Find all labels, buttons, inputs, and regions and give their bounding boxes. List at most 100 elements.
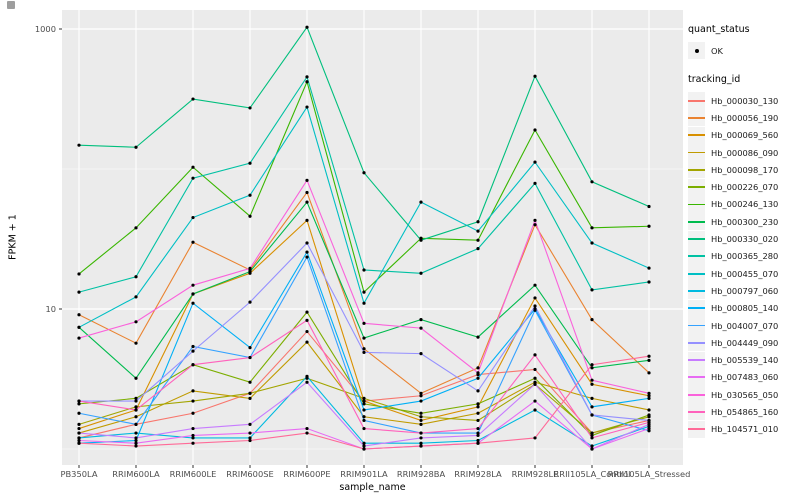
x-tick-label: PB350LA <box>60 469 97 479</box>
data-point <box>134 295 138 299</box>
data-point <box>134 145 138 149</box>
data-point <box>419 415 423 419</box>
data-point <box>419 200 423 204</box>
data-point <box>362 399 366 403</box>
legend-item: Hb_000098_170 <box>688 161 800 179</box>
data-point <box>305 25 309 29</box>
legend-item-label: Hb_104571_010 <box>711 424 779 435</box>
data-point <box>533 376 537 380</box>
data-point <box>647 204 651 209</box>
legend-item: Hb_004449_090 <box>688 334 800 352</box>
data-point <box>533 128 537 132</box>
data-point <box>248 193 252 197</box>
legend-item-label: Hb_054865_160 <box>711 406 779 417</box>
data-point <box>590 382 594 386</box>
y-tick-label: 10 <box>45 304 56 314</box>
data-point <box>533 304 537 308</box>
data-point <box>419 391 423 395</box>
legend-item-label: Hb_000365_280 <box>711 251 779 262</box>
data-point <box>305 340 309 344</box>
data-point <box>419 444 423 448</box>
data-point <box>362 426 366 431</box>
legend-item-label: Hb_000246_130 <box>711 199 779 210</box>
data-point <box>134 444 138 448</box>
line-swatch-icon <box>688 126 705 144</box>
data-point <box>305 178 309 182</box>
legend-item: Hb_007483_060 <box>688 368 800 386</box>
legend-item: Hb_000069_560 <box>688 126 800 144</box>
data-point <box>77 272 81 276</box>
data-point <box>419 436 423 440</box>
data-point <box>362 441 366 445</box>
data-point <box>248 436 252 440</box>
data-point <box>419 352 423 356</box>
data-point <box>77 290 81 294</box>
legend-item-label: Hb_005539_140 <box>711 355 779 366</box>
x-tick-label: RRIM928LE <box>512 469 559 479</box>
data-point <box>134 436 138 440</box>
line-swatch-icon <box>688 351 705 369</box>
x-tick-label: RRII105LA_Stressed <box>608 469 691 479</box>
data-point <box>533 436 537 440</box>
data-point <box>77 436 81 440</box>
legend-item: Hb_000300_230 <box>688 213 800 231</box>
data-point <box>590 241 594 245</box>
data-point <box>77 441 81 445</box>
data-point <box>305 105 309 109</box>
data-point <box>647 391 651 395</box>
data-point <box>590 366 594 370</box>
legend-item-label: Hb_000226_070 <box>711 182 779 193</box>
data-point <box>191 240 195 244</box>
data-point <box>476 438 480 443</box>
data-point <box>476 426 480 431</box>
x-tick-label: RRIM928LA <box>454 469 502 479</box>
legend-item-label: Hb_004007_070 <box>711 320 779 331</box>
x-tick-label: RRIM901LA <box>340 469 388 479</box>
data-point <box>191 363 195 367</box>
data-point <box>419 394 423 398</box>
line-swatch-icon <box>688 247 705 265</box>
data-point <box>191 292 195 296</box>
line-swatch-icon <box>688 230 705 248</box>
line-swatch-icon <box>688 403 705 421</box>
data-point <box>248 161 252 165</box>
legend-item: Hb_104571_010 <box>688 420 800 438</box>
line-swatch-icon <box>688 213 705 231</box>
line-swatch-icon <box>688 144 705 162</box>
data-point <box>248 438 252 443</box>
data-point <box>590 413 594 417</box>
legend-item-label: Hb_000805_140 <box>711 303 779 314</box>
data-point <box>305 426 309 431</box>
data-point <box>533 382 537 386</box>
data-point <box>476 247 480 251</box>
data-point <box>77 431 81 435</box>
line-swatch-icon <box>688 386 705 404</box>
data-point <box>305 190 309 195</box>
line-swatch-icon <box>688 161 705 179</box>
data-point <box>590 436 594 440</box>
data-point <box>305 318 309 322</box>
legend-item-label: Hb_000797_060 <box>711 285 779 296</box>
data-point <box>476 431 480 435</box>
y-tick-label: 1000 <box>35 24 56 34</box>
data-point <box>419 238 423 242</box>
data-point <box>134 422 138 426</box>
data-point <box>419 431 423 435</box>
line-swatch-icon <box>688 282 705 300</box>
line-swatch-icon <box>688 420 705 438</box>
data-point <box>248 214 252 218</box>
data-point <box>533 181 537 185</box>
y-axis-title: FPKM + 1 <box>7 214 19 260</box>
legend-item-label: Hb_000455_070 <box>711 268 779 279</box>
data-point <box>590 431 594 435</box>
legend-item-label: Hb_000086_090 <box>711 147 779 158</box>
data-point <box>533 308 537 312</box>
data-point <box>647 420 651 424</box>
data-point <box>77 325 81 329</box>
data-point <box>248 346 252 350</box>
data-point <box>248 391 252 395</box>
data-point <box>419 318 423 322</box>
data-point <box>77 422 81 426</box>
data-point <box>305 218 309 222</box>
data-point <box>134 438 138 443</box>
